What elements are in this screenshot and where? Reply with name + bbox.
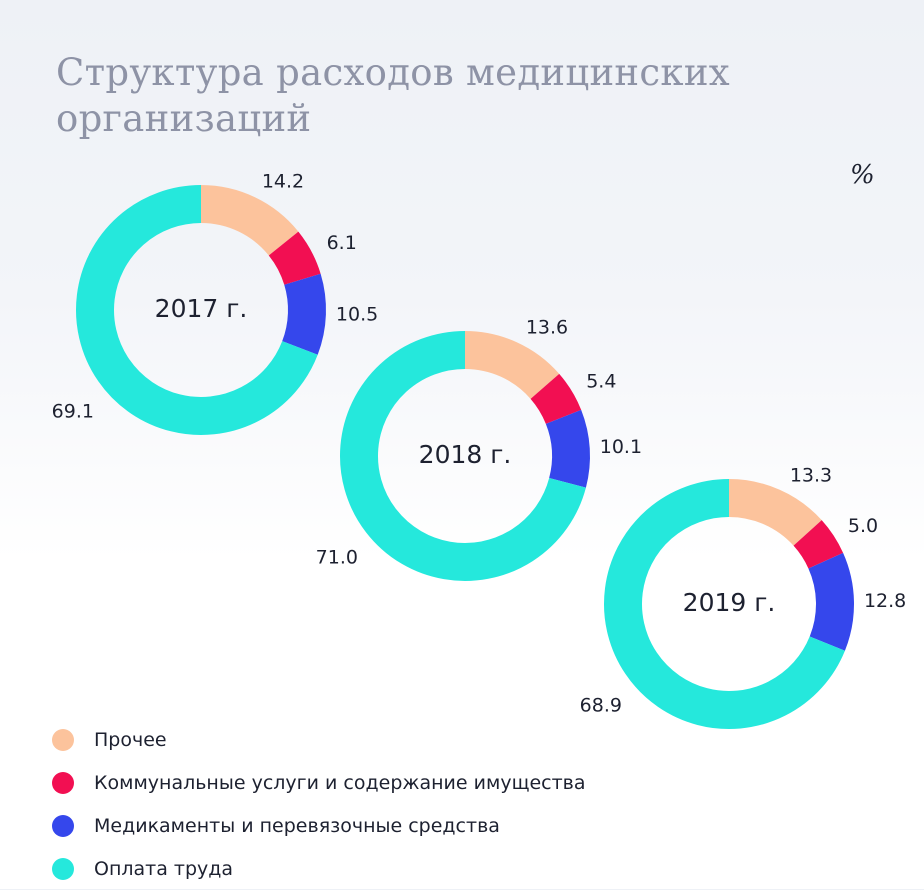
legend-swatch: [52, 814, 74, 837]
slice-1-3: [282, 273, 326, 355]
data-label: 10.1: [600, 436, 642, 458]
data-label: 13.6: [526, 317, 568, 339]
data-label: 69.1: [52, 401, 94, 423]
legend-swatch: [52, 728, 74, 751]
legend-item: Прочее: [52, 718, 586, 761]
data-label: 14.2: [262, 171, 304, 193]
year-label: 2018 г.: [419, 440, 512, 469]
data-label: 6.1: [327, 232, 357, 254]
data-label: 13.3: [790, 465, 832, 487]
donut-2: 13.6 5.4 10.1 71.0 2018 г.: [316, 317, 642, 581]
slice-3-3: [808, 552, 854, 651]
data-label: 5.4: [586, 371, 616, 393]
legend-item: Медикаменты и перевязочные средства: [52, 804, 586, 847]
donut-3: 13.3 5.0 12.8 68.9 2019 г.: [580, 465, 906, 729]
data-label: 68.9: [580, 695, 622, 717]
data-label: 71.0: [316, 547, 358, 569]
slice-1-1: [200, 185, 299, 256]
data-label: 12.8: [864, 590, 906, 612]
slice-2-2: [530, 373, 582, 425]
slice-1-4: [76, 185, 318, 435]
slice-1-2: [268, 231, 321, 286]
legend: Прочее Коммунальные услуги и содержание и…: [52, 718, 586, 890]
year-label: 2019 г.: [683, 588, 776, 617]
legend-label: Прочее: [94, 728, 167, 751]
slice-2-4: [340, 331, 586, 581]
legend-label: Оплата труда: [94, 857, 234, 880]
legend-swatch: [52, 857, 74, 880]
unit-label: %: [850, 160, 875, 190]
legend-item: Коммунальные услуги и содержание имущест…: [52, 761, 586, 804]
donut-1: 14.2 6.1 10.5 69.1 2017 г.: [52, 171, 378, 435]
legend-label: Коммунальные услуги и содержание имущест…: [94, 771, 586, 794]
year-label: 2017 г.: [155, 294, 248, 323]
slice-2-1: [464, 331, 560, 400]
data-label: 5.0: [848, 515, 878, 537]
legend-swatch: [52, 771, 74, 794]
chart-title: Структура расходов медицинских организац…: [56, 51, 730, 140]
data-label: 10.5: [336, 303, 378, 325]
slice-3-2: [793, 520, 844, 570]
slice-3-1: [728, 479, 822, 547]
legend-label: Медикаменты и перевязочные средства: [94, 814, 500, 837]
slice-3-4: [604, 479, 845, 729]
legend-item: Оплата труда: [52, 847, 586, 890]
slice-2-3: [545, 409, 590, 488]
